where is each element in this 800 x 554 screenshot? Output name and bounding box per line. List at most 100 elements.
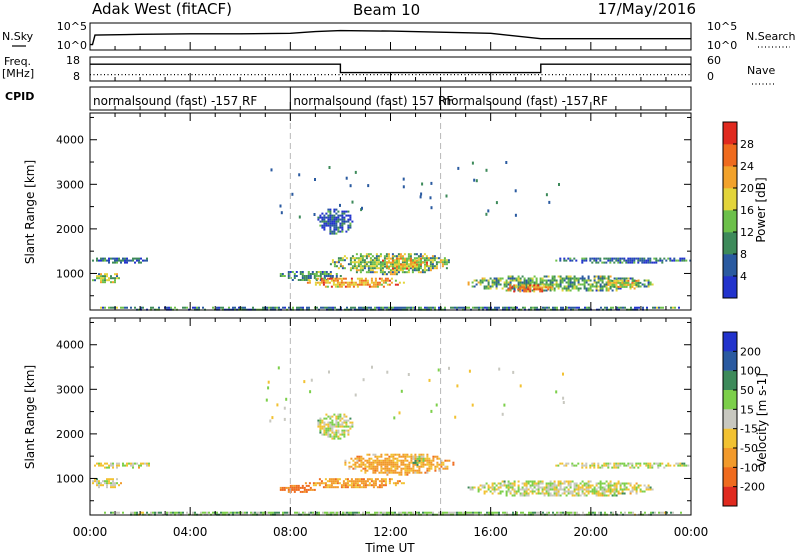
cpid-segment-label: normalsound (fast) 157 RF bbox=[293, 94, 453, 108]
nsearch-tick-top: 10^5 bbox=[707, 20, 737, 33]
colorbar-swatch bbox=[723, 467, 737, 487]
velocity-colorbar-tick: -200 bbox=[740, 481, 765, 494]
cpid-panel: CPID normalsound (fast) -157 RF normalsou… bbox=[5, 86, 692, 111]
echo-region bbox=[92, 257, 148, 264]
colorbar-swatch bbox=[723, 232, 737, 255]
freq-label: Freq. bbox=[4, 55, 31, 68]
echo-region bbox=[507, 284, 554, 293]
scatter-points bbox=[265, 365, 565, 423]
freq-line bbox=[90, 63, 691, 74]
y-tick-label: 3000 bbox=[56, 383, 84, 396]
power-colorbar-tick: 24 bbox=[740, 160, 754, 173]
velocity-panel: Slant Range [km] 1000 2000 3000 4000 bbox=[23, 317, 692, 516]
x-tick-label: 08:00 bbox=[273, 525, 308, 539]
velocity-colorbar-tick: -15 bbox=[740, 423, 758, 436]
x-tick-label: 00:00 bbox=[674, 525, 709, 539]
station-title: Adak West (fitACF) bbox=[92, 0, 232, 18]
echo-region bbox=[607, 279, 642, 288]
colorbar-swatch bbox=[723, 409, 737, 429]
nsearch-label: N.Search bbox=[746, 30, 796, 43]
x-tick-label: 04:00 bbox=[173, 525, 208, 539]
y-tick-label: 3000 bbox=[56, 178, 84, 191]
cpid-segment-label: normalsound (fast) -157 RF bbox=[444, 94, 608, 108]
velocity-colorbar-tick: 50 bbox=[740, 384, 754, 397]
beam-title: Beam 10 bbox=[353, 1, 420, 19]
echo-region bbox=[279, 271, 342, 281]
power-colorbar-tick: 20 bbox=[740, 182, 754, 195]
velocity-colorbar-tick: 200 bbox=[740, 345, 761, 358]
nave-label: Nave bbox=[747, 64, 775, 77]
echo-region bbox=[92, 273, 120, 284]
echo-region bbox=[412, 455, 425, 466]
power-panel: Slant Range [km] 1000 2000 3000 4000 bbox=[23, 112, 692, 311]
colorbar-swatch bbox=[723, 351, 737, 371]
echo-region bbox=[467, 480, 654, 497]
y-tick-label: 2000 bbox=[56, 223, 84, 236]
nave-tick-top: 60 bbox=[707, 54, 721, 67]
colorbar-swatch bbox=[723, 166, 737, 189]
freq-units: [MHz] bbox=[2, 67, 34, 80]
colorbar-swatch bbox=[723, 486, 737, 507]
power-colorbar-tick: 4 bbox=[740, 270, 747, 283]
colorbar-swatch bbox=[723, 188, 737, 211]
echo-region bbox=[555, 462, 690, 469]
nsky-line bbox=[90, 29, 691, 46]
velocity-colorbar-tick: 15 bbox=[740, 403, 754, 416]
colorbar-swatch bbox=[723, 276, 737, 299]
y-tick-label: 2000 bbox=[56, 428, 84, 441]
echo-region bbox=[317, 208, 354, 235]
x-axis-label: Time UT bbox=[364, 541, 415, 554]
colorbar-swatch bbox=[723, 448, 737, 468]
power-colorbar-tick: 16 bbox=[740, 204, 754, 217]
velocity-colorbar-tick: -50 bbox=[740, 442, 758, 455]
colorbar-swatch bbox=[723, 370, 737, 391]
colorbar-swatch bbox=[723, 332, 737, 352]
noise-panel: N.Sky 10^5 10^0 10^5 10^0 N.Search bbox=[2, 20, 796, 52]
nsky-tick-bottom: 10^0 bbox=[57, 39, 87, 52]
freq-tick-bottom: 8 bbox=[73, 70, 80, 83]
cpid-segment-label: normalsound (fast) -157 RF bbox=[93, 94, 257, 108]
date-title: 17/May/2016 bbox=[598, 0, 696, 18]
y-tick-label: 4000 bbox=[56, 339, 84, 352]
y-tick-label: 1000 bbox=[56, 472, 84, 485]
echo-region bbox=[344, 453, 455, 476]
velocity-colorbar: 200 100 50 15 -15 -50 -100 -200 bbox=[722, 331, 765, 507]
x-tick-label: 00:00 bbox=[73, 525, 108, 539]
colorbar-swatch bbox=[723, 122, 737, 145]
colorbar-swatch bbox=[723, 254, 737, 277]
power-colorbar: 4 8 12 16 20 24 28 bbox=[722, 121, 754, 299]
echo-region bbox=[329, 253, 450, 276]
power-colorbar-label: Power [dB] bbox=[754, 177, 768, 242]
x-tick-label: 16:00 bbox=[473, 525, 508, 539]
colorbar-swatch bbox=[723, 428, 737, 449]
velocity-colorbar-tick: -100 bbox=[740, 461, 765, 474]
nave-tick-bottom: 0 bbox=[707, 70, 714, 83]
freq-panel: Freq. [MHz] 18 8 60 0 Nave bbox=[2, 54, 775, 85]
velocity-ylabel: Slant Range [km] bbox=[23, 365, 37, 469]
velocity-colorbar-label: Velocity [m s-1] bbox=[755, 373, 769, 467]
power-colorbar-tick: 28 bbox=[740, 138, 754, 151]
nsky-label: N.Sky bbox=[2, 30, 34, 43]
cpid-label: CPID bbox=[5, 90, 34, 103]
colorbar-swatch bbox=[723, 144, 737, 167]
nsky-tick-top: 10^5 bbox=[57, 20, 87, 33]
power-ylabel: Slant Range [km] bbox=[23, 160, 37, 264]
echo-region bbox=[317, 413, 354, 440]
power-colorbar-tick: 12 bbox=[740, 226, 754, 239]
echo-region bbox=[555, 257, 692, 264]
colorbar-swatch bbox=[723, 390, 737, 410]
echo-region bbox=[306, 277, 405, 288]
echo-region bbox=[92, 478, 122, 489]
velocity-colorbar-tick: 100 bbox=[740, 365, 761, 378]
colorbar-swatch bbox=[723, 210, 737, 233]
x-tick-label: 12:00 bbox=[373, 525, 408, 539]
echo-region bbox=[304, 478, 405, 489]
freq-tick-top: 18 bbox=[66, 54, 80, 67]
scatter-points bbox=[270, 161, 560, 219]
x-tick-label: 20:00 bbox=[574, 525, 609, 539]
echo-region bbox=[380, 257, 428, 270]
echo-region bbox=[279, 484, 316, 493]
echo-region bbox=[94, 462, 150, 469]
power-colorbar-tick: 8 bbox=[740, 248, 747, 261]
